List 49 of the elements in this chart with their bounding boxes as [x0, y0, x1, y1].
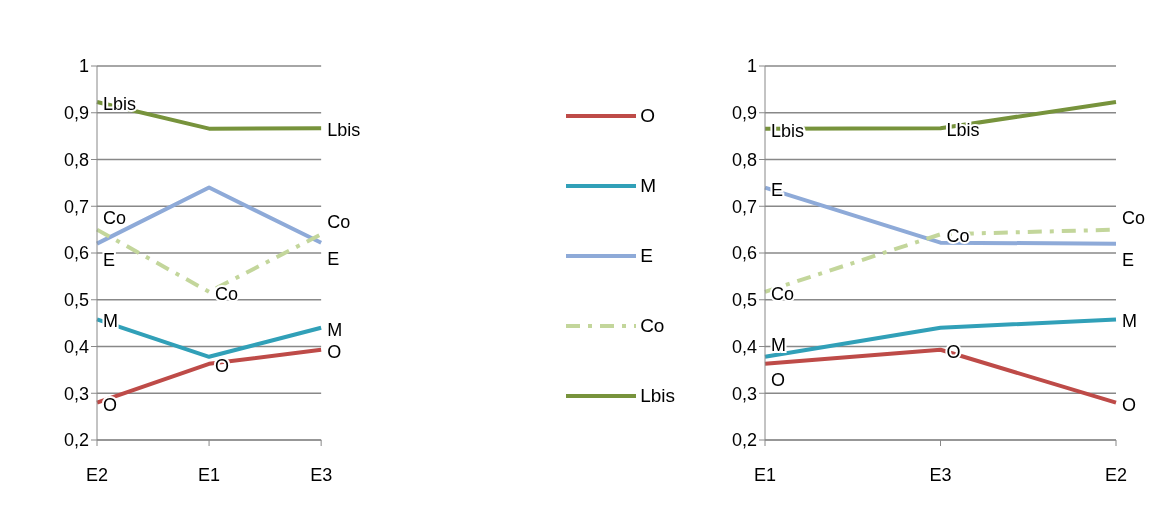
annotation: O	[327, 341, 342, 362]
y-tick-label: 0,7	[63, 196, 89, 217]
annotation: Co	[327, 212, 351, 233]
legend-label: Lbis	[640, 384, 675, 407]
y-tick-label: 0,5	[63, 290, 89, 311]
y-tick-label: 0,9	[63, 103, 89, 124]
y-tick-label: 0,6	[63, 243, 89, 264]
annotation: O	[946, 341, 961, 362]
annotation: O	[103, 394, 118, 415]
y-tick-label: 0,8	[731, 149, 757, 170]
y-tick-label: 0,3	[731, 383, 757, 404]
y-tick-label: 1	[746, 56, 757, 77]
annotation: Co	[1122, 207, 1146, 228]
annotation: O	[771, 369, 786, 390]
x-tick-label: E1	[198, 464, 221, 485]
annotation: M	[327, 319, 343, 340]
annotation: Lbis	[946, 120, 980, 141]
legend-label: O	[640, 104, 655, 127]
y-tick-label: 0,2	[731, 430, 757, 451]
x-tick-label: E2	[1104, 464, 1128, 485]
x-tick-label: E3	[929, 464, 952, 485]
y-tick-label: 0,6	[731, 243, 757, 264]
annotation: Co	[215, 283, 239, 304]
y-tick-label: 0,8	[63, 149, 89, 170]
annotation: E	[1122, 249, 1135, 270]
y-tick-label: 1	[78, 56, 89, 77]
annotation: E	[103, 249, 116, 270]
y-tick-label: 0,3	[63, 383, 89, 404]
y-tick-label: 0,5	[731, 290, 757, 311]
y-tick-label: 0,2	[63, 430, 89, 451]
y-tick-label: 0,9	[731, 103, 757, 124]
annotation: Co	[771, 283, 795, 304]
x-tick-label: E3	[310, 464, 333, 485]
annotation: Lbis	[327, 120, 361, 141]
annotation: O	[1122, 394, 1137, 415]
x-tick-label: E1	[753, 464, 777, 485]
annotation: E	[771, 179, 784, 200]
y-tick-label: 0,4	[63, 336, 89, 357]
legend-label: M	[640, 174, 656, 197]
y-tick-label: 0,7	[731, 196, 757, 217]
legend-label: Co	[640, 314, 665, 337]
legend-label: E	[640, 244, 653, 267]
annotation: Co	[946, 226, 970, 247]
annotation: M	[1122, 311, 1137, 332]
y-tick-label: 0,4	[731, 336, 757, 357]
annotation: M	[771, 334, 786, 355]
x-tick-label: E2	[85, 464, 109, 485]
annotation: Co	[103, 207, 127, 228]
annotation: E	[327, 248, 340, 269]
